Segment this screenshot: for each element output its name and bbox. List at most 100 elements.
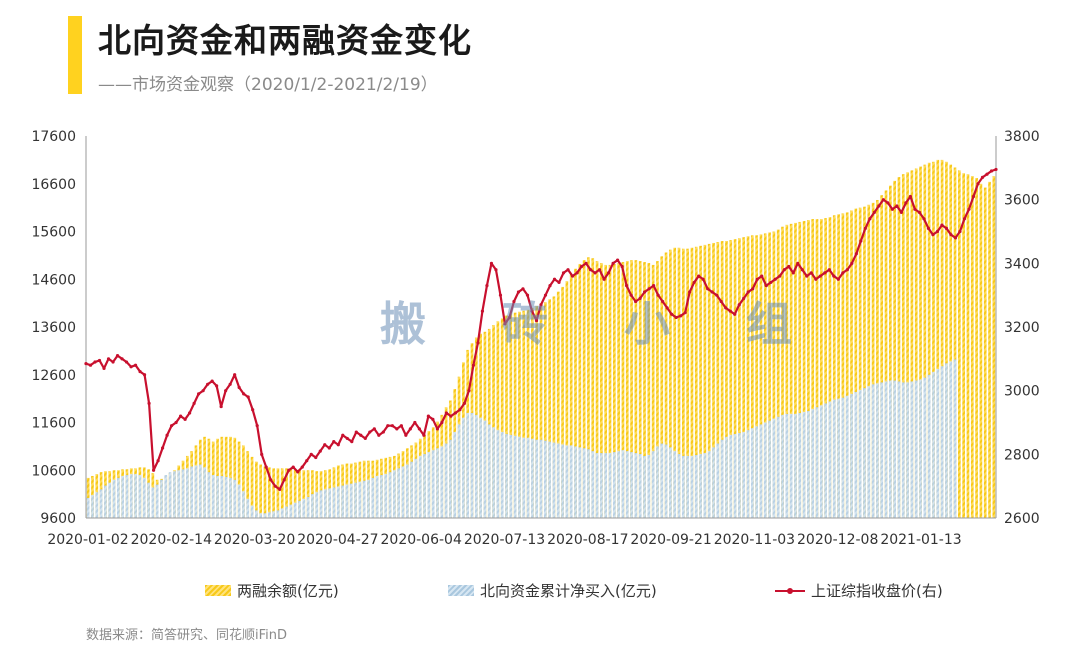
margin-bar (880, 195, 884, 518)
margin-bar (582, 260, 586, 518)
index-point (224, 389, 228, 393)
margin-bar (966, 174, 970, 518)
index-point (179, 414, 183, 418)
northbound-bar (121, 475, 124, 518)
northbound-bar (155, 484, 159, 518)
margin-bar (763, 233, 767, 518)
northbound-bar (462, 417, 465, 518)
northbound-bar (315, 492, 319, 518)
chart-legend: 两融余额(亿元) 北向资金累计净买入(亿元) 上证综指收盘价(右) (0, 580, 1080, 604)
northbound-bar (388, 472, 392, 518)
northbound-bar (625, 451, 629, 518)
margin-bar (914, 168, 918, 518)
northbound-bar (142, 477, 146, 518)
x-tick-label: 2020-12-08 (797, 532, 878, 548)
index-point (160, 446, 165, 450)
northbound-bar (828, 401, 832, 518)
northbound-bar (910, 381, 914, 518)
y-left-tick-label: 9600 (40, 511, 76, 527)
northbound-bar (375, 475, 379, 518)
margin-bar (302, 470, 306, 518)
northbound-bar (311, 494, 314, 519)
margin-bar (505, 315, 508, 518)
margin-bar (945, 161, 948, 518)
index-point (823, 271, 827, 275)
northbound-bar (285, 506, 288, 518)
index-point (827, 268, 831, 272)
index-point (670, 312, 674, 316)
margin-bar (884, 190, 888, 518)
index-point (719, 299, 723, 304)
northbound-bar (349, 483, 353, 518)
northbound-bar (168, 472, 172, 518)
northbound-bar (211, 475, 215, 518)
margin-bar (897, 177, 901, 518)
northbound-bar (186, 468, 189, 518)
northbound-bar (457, 424, 461, 518)
index-point (318, 449, 322, 453)
northbound-bar (811, 409, 815, 518)
margin-bar (522, 310, 526, 518)
northbound-bar (104, 485, 107, 518)
index-point (188, 411, 192, 415)
northbound-bar (513, 435, 517, 518)
index-point (390, 424, 394, 428)
legend-swatch-index (775, 585, 805, 597)
index-point (345, 436, 349, 441)
index-point (561, 271, 566, 275)
margin-bar (539, 304, 543, 518)
margin-bar (746, 236, 750, 518)
margin-bar (565, 281, 569, 518)
index-point (197, 392, 201, 396)
northbound-bar (578, 447, 582, 518)
northbound-bar (832, 399, 836, 518)
northbound-bar (815, 407, 819, 518)
index-point (201, 389, 205, 393)
index-point (706, 287, 710, 291)
margin-bar (267, 467, 271, 518)
northbound-bar (237, 484, 241, 518)
northbound-bar (453, 432, 457, 518)
x-tick-label: 2020-04-27 (297, 532, 378, 548)
x-tick-label: 2020-03-20 (214, 532, 295, 548)
index-point (84, 362, 88, 366)
margin-bar (531, 307, 534, 518)
margin-bar (280, 468, 284, 518)
northbound-bar (945, 363, 948, 518)
northbound-bar (423, 454, 426, 518)
northbound-bar (427, 452, 431, 518)
margin-bar (720, 241, 724, 519)
margin-bar (306, 470, 310, 518)
northbound-bar (897, 381, 901, 518)
northbound-bar (561, 444, 564, 518)
margin-bar (617, 263, 620, 518)
northbound-bar (289, 504, 293, 518)
northbound-bar (535, 439, 539, 518)
index-point (656, 293, 660, 297)
northbound-bar (755, 426, 758, 518)
x-tick-label: 2021-01-13 (880, 532, 961, 548)
northbound-bar (612, 452, 616, 518)
index-point (615, 258, 620, 262)
index-point (336, 443, 340, 447)
margin-bar (259, 464, 262, 518)
northbound-bar (487, 424, 491, 518)
margin-bar (250, 456, 254, 518)
index-point (539, 303, 543, 307)
margin-bar (681, 248, 685, 518)
margin-bar (958, 170, 961, 518)
index-point (629, 293, 633, 297)
index-point (269, 478, 273, 482)
margin-bar (867, 204, 871, 518)
index-point (395, 427, 399, 431)
northbound-bar (259, 513, 262, 518)
northbound-bar (794, 413, 797, 518)
index-point (602, 277, 606, 281)
margin-bar (759, 234, 763, 518)
northbound-bar (681, 455, 685, 518)
index-point (165, 433, 169, 437)
northbound-bar (86, 497, 90, 518)
margin-bar (893, 180, 896, 518)
northbound-bar (600, 453, 603, 518)
margin-bar (932, 161, 935, 518)
